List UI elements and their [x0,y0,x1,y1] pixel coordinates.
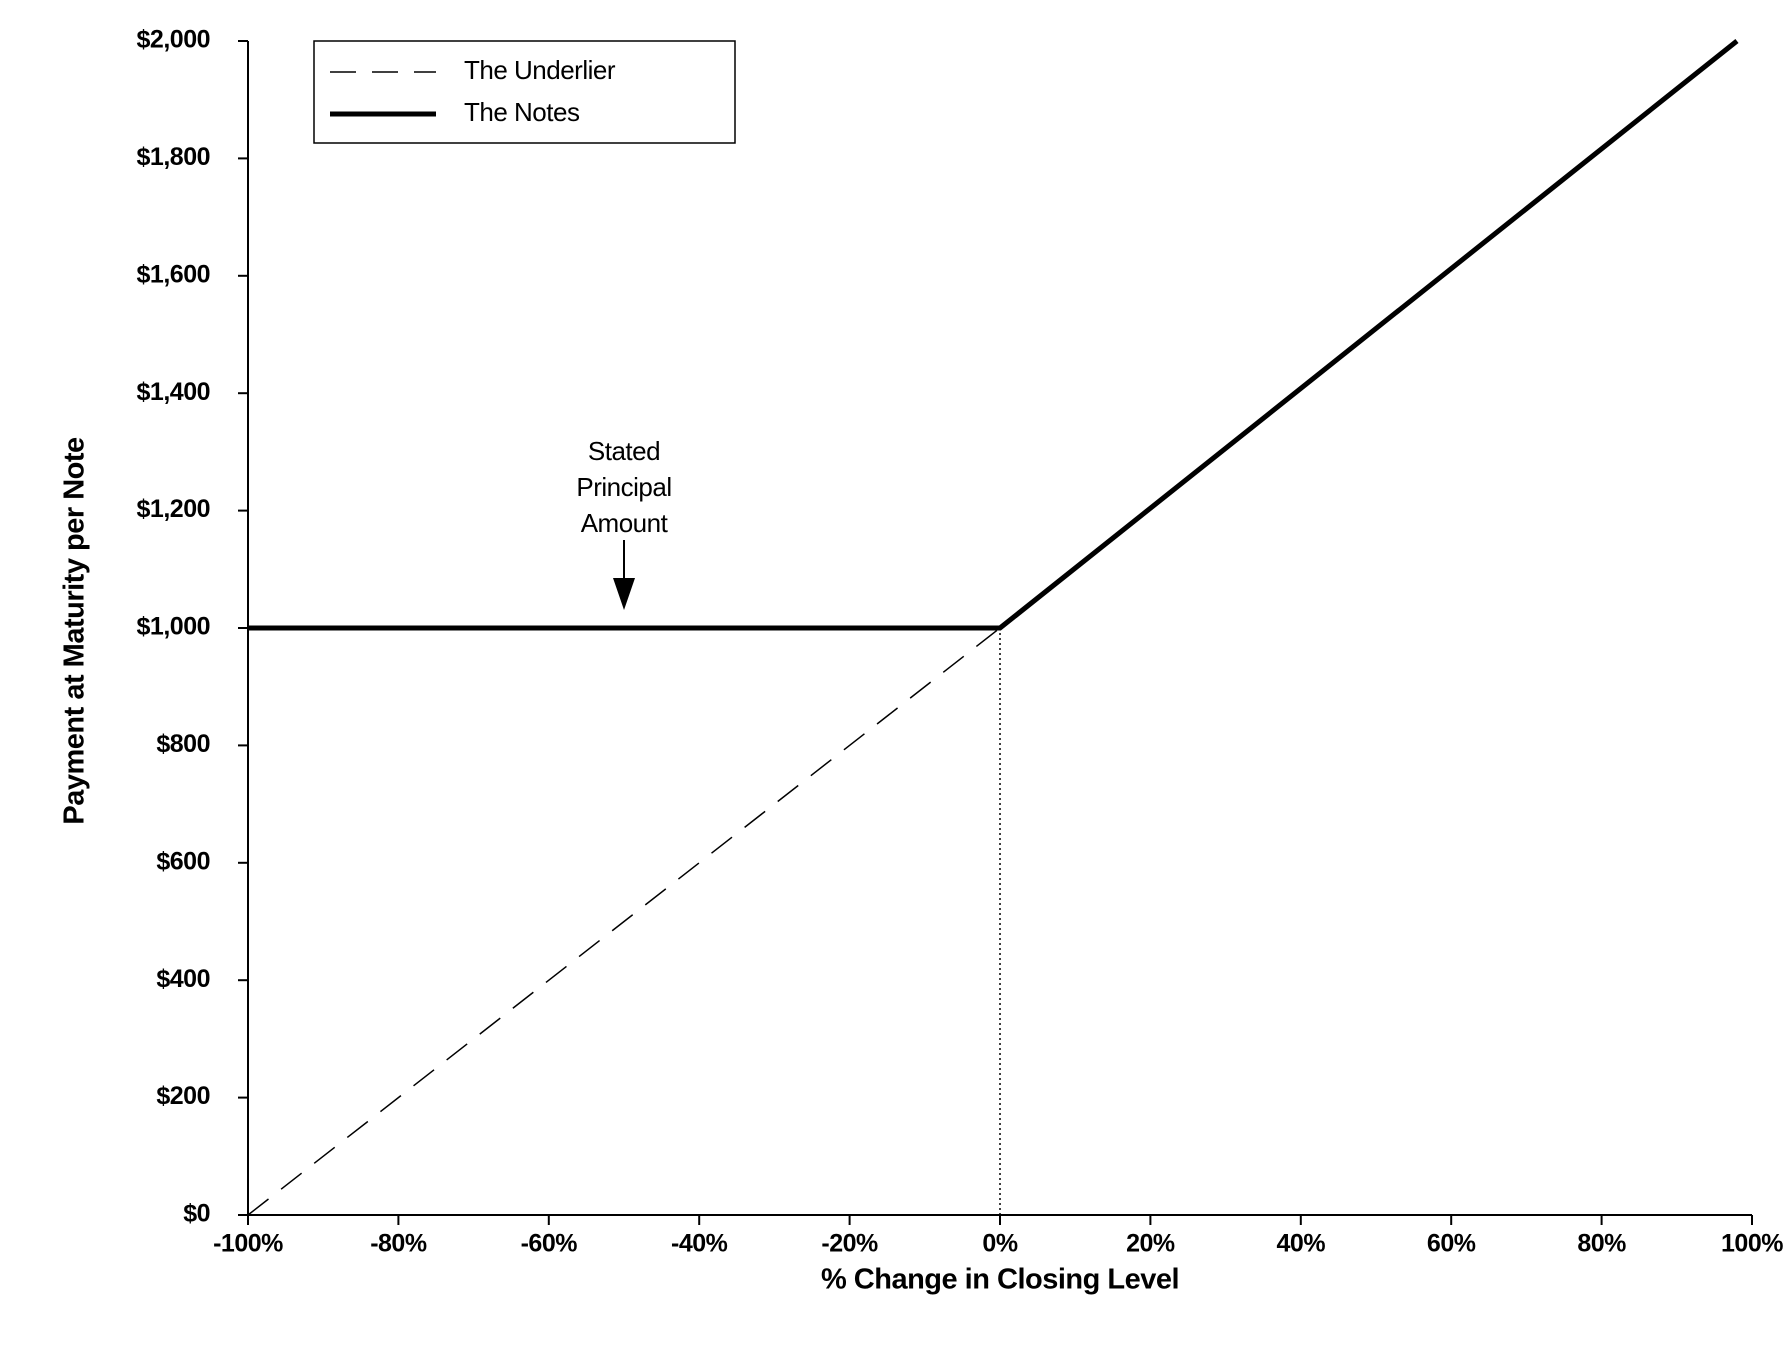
y-tick-label: $1,600 [137,260,210,288]
annotation-text: Amount [581,508,669,538]
x-tick-label: 20% [1126,1230,1175,1258]
annotation-arrowhead [613,578,635,610]
y-axis-title: Payment at Maturity per Note [59,437,91,825]
x-tick-label: -20% [821,1230,878,1258]
annotation-text: Stated [588,436,660,466]
series-line [247,627,1001,1216]
legend-label: The Notes [464,97,580,127]
y-tick-label: $1,400 [137,378,210,406]
x-tick-label: 0% [982,1230,1017,1258]
x-tick-label: 40% [1277,1230,1326,1258]
y-tick-label: $1,200 [137,495,210,523]
x-axis-title: % Change in Closing Level [821,1264,1179,1296]
y-tick-label: $400 [156,965,210,993]
x-tick-label: 60% [1427,1230,1476,1258]
y-tick-label: $1,800 [137,143,210,171]
legend-label: The Underlier [464,55,616,85]
x-tick-label: -80% [370,1230,427,1258]
x-tick-label: 80% [1577,1230,1626,1258]
x-tick-label: -100% [213,1230,283,1258]
y-tick-label: $600 [156,847,210,875]
x-tick-label: -40% [671,1230,728,1258]
y-tick-label: $0 [183,1200,210,1228]
legend-box [313,40,736,144]
y-tick-label: $1,000 [137,613,210,641]
x-tick-label: 100% [1721,1230,1783,1258]
y-tick-label: $800 [156,730,210,758]
annotation-text: Principal [576,472,671,502]
x-tick-label: -60% [521,1230,578,1258]
y-tick-label: $200 [156,1082,210,1110]
series-line [248,39,1739,631]
y-tick-label: $2,000 [137,26,210,54]
